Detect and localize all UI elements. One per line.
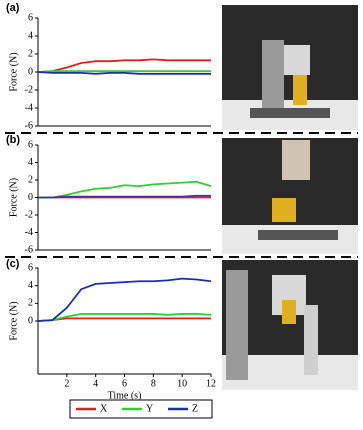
x-tick-label: 8 (151, 378, 156, 389)
line-series (38, 194, 211, 199)
line-series (37, 317, 211, 322)
line-series (37, 277, 212, 322)
line-series (37, 71, 211, 75)
y-tick-label: -4 (25, 102, 33, 113)
y-axis-label: Force (N) (8, 52, 19, 91)
y-tick-label: 2 (28, 174, 33, 185)
panel-label: (a) (6, 2, 20, 14)
panel-label: (c) (6, 258, 20, 270)
y-tick-label: 0 (28, 315, 33, 326)
y-tick-label: 4 (28, 280, 33, 291)
legend-label: Z (192, 403, 198, 414)
x-tick-label: 6 (122, 378, 127, 389)
y-tick-label: 6 (28, 139, 33, 150)
y-axis-label: Force (N) (8, 301, 19, 340)
y-tick-label: 4 (28, 30, 33, 41)
y-tick-label: 6 (28, 12, 33, 23)
y-tick-label: -2 (25, 84, 33, 95)
y-tick-label: 2 (28, 298, 33, 309)
line-series (37, 70, 211, 73)
legend-label: Y (146, 403, 153, 414)
line-series (37, 313, 212, 322)
line-series (37, 58, 211, 73)
x-axis-label: Time (s) (108, 390, 142, 401)
x-tick-label: 10 (177, 378, 187, 389)
panel-label: (b) (6, 134, 20, 146)
x-tick-label: 12 (206, 378, 216, 389)
legend-label: X (100, 403, 108, 414)
line-series (38, 180, 212, 199)
photo-b (222, 138, 358, 254)
y-tick-label: 0 (28, 66, 33, 77)
y-axis-label: Force (N) (8, 178, 19, 217)
x-tick-label: 4 (93, 378, 98, 389)
y-tick-label: -2 (25, 209, 33, 220)
legend-box (69, 399, 213, 419)
y-tick-label: 4 (28, 157, 33, 168)
y-tick-label: -6 (25, 244, 33, 255)
x-tick-label: 2 (64, 378, 69, 389)
y-tick-label: 0 (28, 192, 33, 203)
y-tick-label: -6 (25, 120, 33, 131)
y-tick-label: 2 (28, 48, 33, 59)
photo-c (222, 260, 358, 390)
y-tick-label: -4 (25, 227, 33, 238)
y-tick-label: 6 (28, 262, 33, 273)
photo-a (222, 5, 358, 130)
